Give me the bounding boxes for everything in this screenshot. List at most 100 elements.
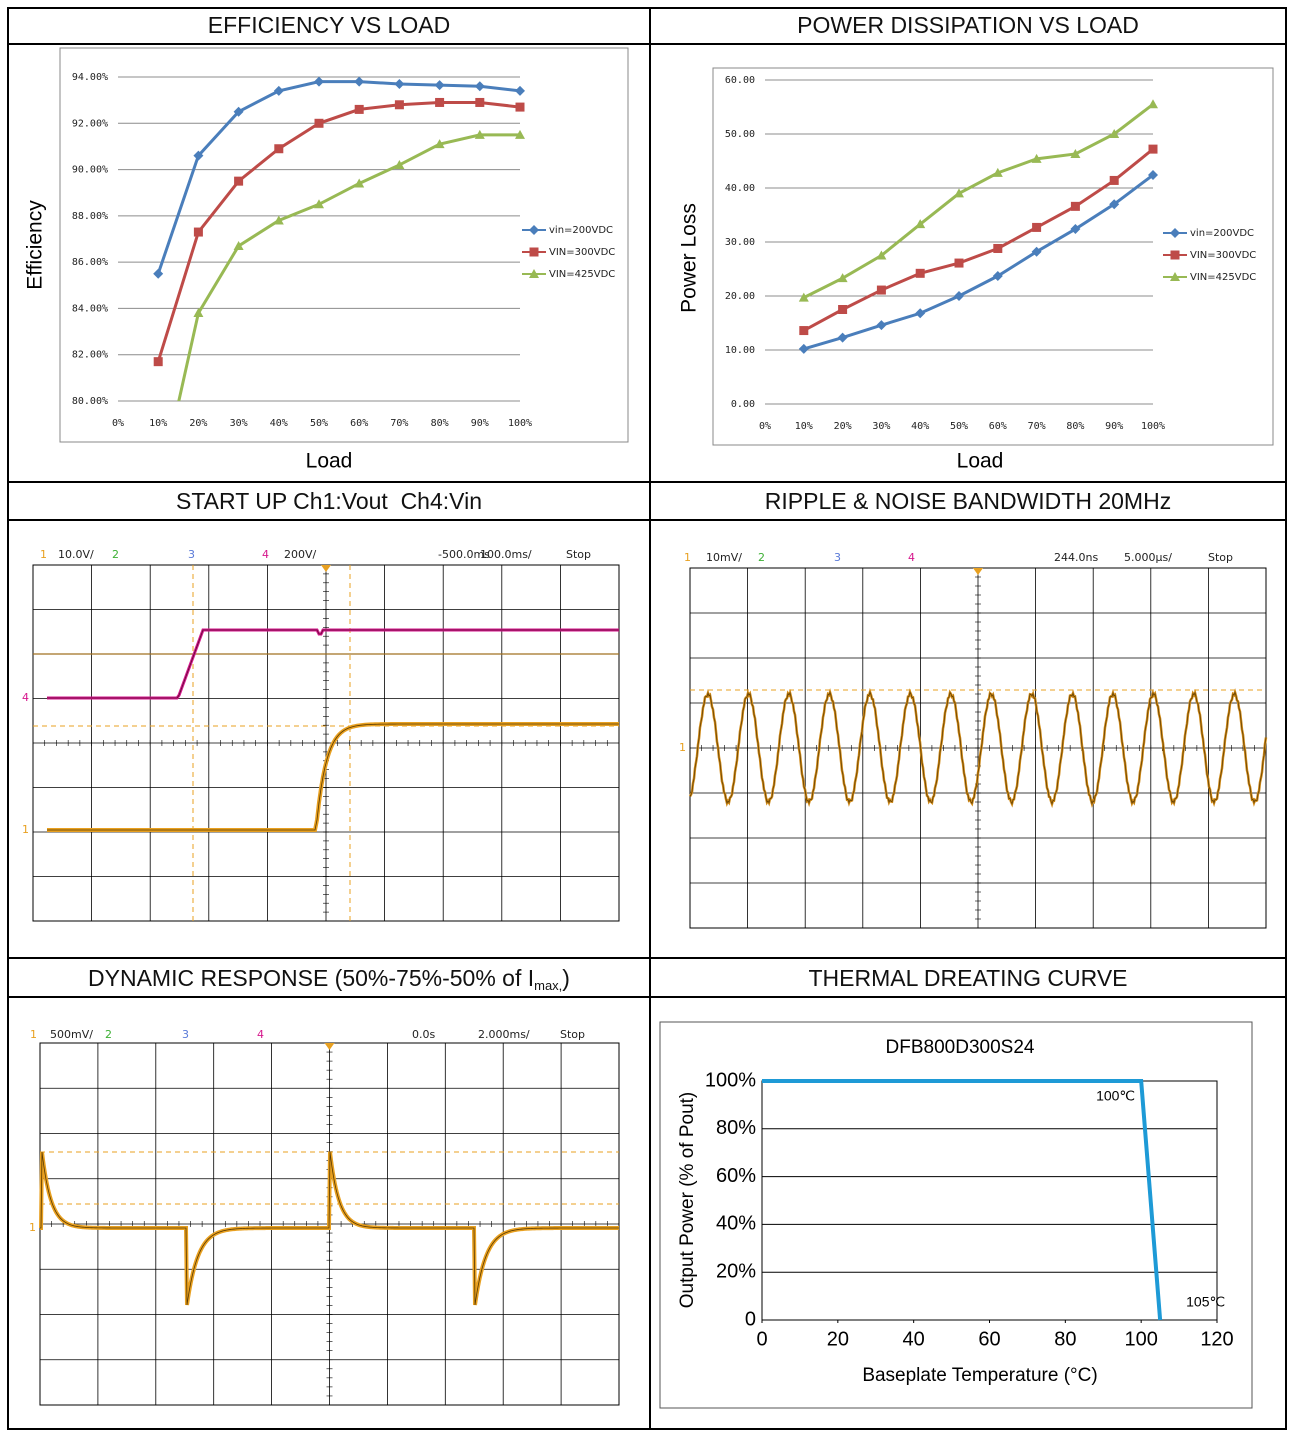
y-tick-label: 90.00% bbox=[72, 165, 108, 176]
y-tick-label: 100% bbox=[705, 1069, 756, 1091]
x-tick-label: 20% bbox=[189, 418, 207, 429]
x-tick-label: 30% bbox=[872, 421, 890, 432]
y-tick-label: 92.00% bbox=[72, 118, 108, 129]
scope-header-text: Stop bbox=[566, 548, 591, 561]
data-point bbox=[395, 100, 404, 109]
data-point bbox=[153, 489, 163, 498]
y-tick-label: 60.00 bbox=[725, 75, 755, 86]
scope-header-text: 5.000µs/ bbox=[1124, 551, 1172, 564]
x-tick-label: 90% bbox=[1105, 421, 1123, 432]
x-tick-label: 100 bbox=[1124, 1328, 1157, 1350]
chart-title: DFB800D300S24 bbox=[886, 1037, 1035, 1058]
x-tick-label: 10% bbox=[795, 421, 813, 432]
scope-screen bbox=[690, 568, 1266, 928]
x-tick-label: 20% bbox=[834, 421, 852, 432]
y-tick-label: 40% bbox=[716, 1213, 756, 1235]
legend-label: vin=200VDC bbox=[1190, 228, 1254, 239]
y-tick-label: 84.00% bbox=[72, 303, 108, 314]
data-point bbox=[1032, 223, 1041, 232]
scope-header-text: 2 bbox=[112, 548, 119, 561]
x-tick-label: 80 bbox=[1054, 1328, 1076, 1350]
scope-header-text: 1 bbox=[684, 551, 691, 564]
y-tick-label: 94.00% bbox=[72, 72, 108, 83]
data-point bbox=[475, 98, 484, 107]
y-tick-label: 0 bbox=[745, 1308, 756, 1330]
y-tick-label: 82.00% bbox=[72, 350, 108, 361]
data-point bbox=[234, 177, 243, 186]
data-point bbox=[916, 269, 925, 278]
scope-header-text: 2.000ms/ bbox=[478, 1028, 530, 1041]
x-tick-label: 120 bbox=[1200, 1328, 1233, 1350]
title-text: THERMAL DREATING CURVE bbox=[808, 965, 1127, 991]
y-tick-label: 50.00 bbox=[725, 129, 755, 140]
datasheet-page: EFFICIENCY VS LOAD POWER DISSIPATION VS L… bbox=[0, 0, 1292, 1430]
y-tick-label: 80% bbox=[716, 1117, 756, 1139]
x-tick-label: 40 bbox=[903, 1328, 925, 1350]
scope-header-text: 10mV/ bbox=[706, 551, 742, 564]
scope-header-text: 200V/ bbox=[284, 548, 317, 561]
title-text: ) bbox=[562, 965, 570, 991]
scope-header-text: 3 bbox=[182, 1028, 189, 1041]
x-tick-label: 60 bbox=[978, 1328, 1000, 1350]
channel-marker: 1 bbox=[679, 741, 686, 754]
data-point bbox=[1110, 176, 1119, 185]
title-text: EFFICIENCY VS LOAD bbox=[208, 12, 450, 38]
scope-header-text: Stop bbox=[560, 1028, 585, 1041]
x-tick-label: 50% bbox=[310, 418, 328, 429]
channel-marker: 1 bbox=[22, 823, 29, 836]
y-tick-label: 80.00% bbox=[72, 396, 108, 407]
data-point bbox=[355, 105, 364, 114]
y-tick-label: 20% bbox=[716, 1260, 756, 1282]
x-tick-label: 50% bbox=[950, 421, 968, 432]
legend-label: VIN=425VDC bbox=[1190, 272, 1256, 283]
data-point bbox=[1071, 202, 1080, 211]
legend-label: VIN=300VDC bbox=[549, 247, 615, 258]
y-axis-label: Power Loss bbox=[678, 203, 701, 313]
x-tick-label: 0% bbox=[112, 418, 124, 429]
scope-header-text: Stop bbox=[1208, 551, 1233, 564]
data-point bbox=[154, 357, 163, 366]
scope-header-text: 244.0ns bbox=[1054, 551, 1098, 564]
data-point bbox=[955, 259, 964, 268]
y-tick-label: 86.00% bbox=[72, 257, 108, 268]
scope-header-text: 4 bbox=[257, 1028, 264, 1041]
x-tick-label: 10% bbox=[149, 418, 167, 429]
data-point bbox=[1149, 145, 1158, 154]
y-tick-label: 60% bbox=[716, 1165, 756, 1187]
scope-screen bbox=[33, 565, 619, 921]
panel-title: RIPPLE & NOISE BANDWIDTH 20MHz bbox=[765, 488, 1171, 514]
y-tick-label: 0.00 bbox=[731, 399, 755, 410]
x-tick-label: 60% bbox=[350, 418, 368, 429]
channel-marker: 1 bbox=[29, 1221, 36, 1234]
scope-header-text: 2 bbox=[758, 551, 765, 564]
title-text: POWER DISSIPATION VS LOAD bbox=[797, 12, 1139, 38]
x-tick-label: 80% bbox=[1066, 421, 1084, 432]
scope-screen bbox=[40, 1043, 619, 1405]
data-point bbox=[274, 144, 283, 153]
x-axis-label: Load bbox=[957, 450, 1004, 473]
scope-header-text: 500mV/ bbox=[50, 1028, 93, 1041]
chart-frame bbox=[713, 68, 1273, 445]
x-axis-label: Baseplate Temperature (°C) bbox=[862, 1365, 1097, 1386]
data-point bbox=[435, 98, 444, 107]
panel-title: THERMAL DREATING CURVE bbox=[808, 965, 1127, 991]
panel-title: DYNAMIC RESPONSE (50%-75%-50% of Imax,) bbox=[88, 965, 570, 993]
title-text: START UP Ch1:Vout Ch4:Vin bbox=[176, 488, 482, 514]
data-point bbox=[194, 228, 203, 237]
y-axis-label: Efficiency bbox=[24, 200, 47, 290]
data-point bbox=[315, 119, 324, 128]
x-tick-label: 30% bbox=[230, 418, 248, 429]
data-point bbox=[516, 103, 525, 112]
legend-marker bbox=[530, 248, 539, 257]
scope-header-text: 1 bbox=[30, 1028, 37, 1041]
y-tick-label: 30.00 bbox=[725, 237, 755, 248]
x-tick-label: 0% bbox=[759, 421, 771, 432]
x-tick-label: 40% bbox=[911, 421, 929, 432]
x-tick-label: 100% bbox=[1141, 421, 1165, 432]
y-tick-label: 88.00% bbox=[72, 211, 108, 222]
scope-header-text: 3 bbox=[834, 551, 841, 564]
title-text: DYNAMIC RESPONSE (50%-75%-50% of I bbox=[88, 965, 534, 991]
panel-title: POWER DISSIPATION VS LOAD bbox=[797, 12, 1139, 38]
annotation: 105℃ bbox=[1186, 1294, 1225, 1310]
scope-header-text: 1 bbox=[40, 548, 47, 561]
